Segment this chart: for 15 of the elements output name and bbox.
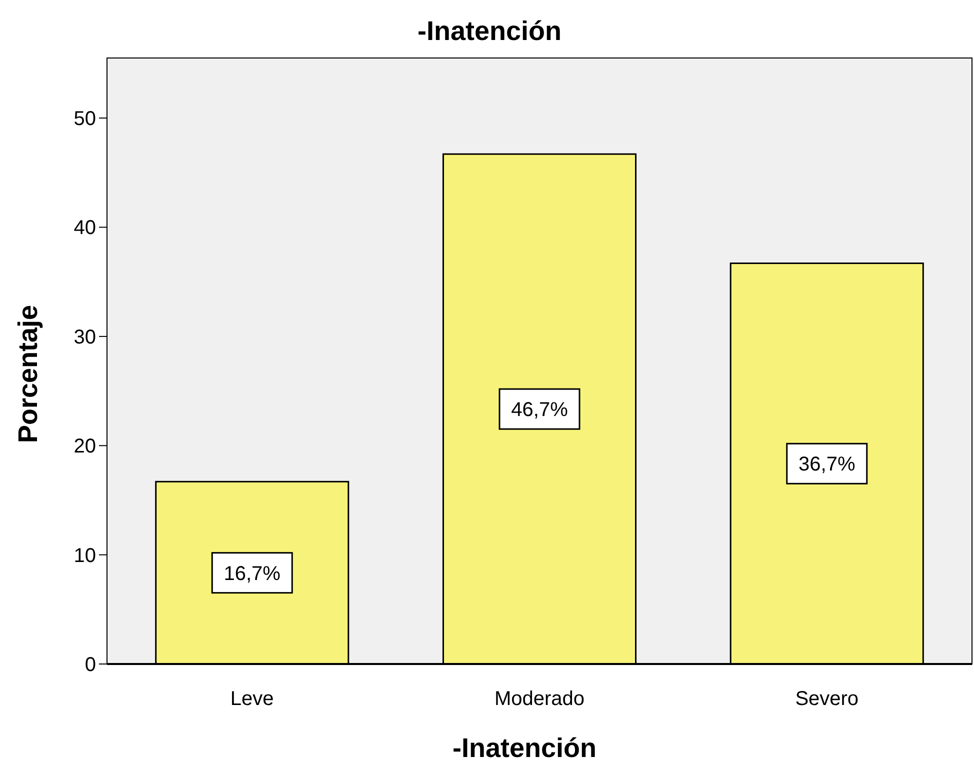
y-tick-label: 10 bbox=[74, 544, 96, 567]
y-axis-title: Porcentaje bbox=[13, 304, 43, 444]
x-tick-label: Severo bbox=[795, 688, 859, 710]
data-label: 36,7% bbox=[798, 454, 856, 476]
y-tick-label: 20 bbox=[74, 436, 96, 458]
y-tick-label: 30 bbox=[74, 326, 96, 348]
y-tick-label: 40 bbox=[74, 217, 96, 240]
chart-title: -Inatención bbox=[417, 16, 562, 46]
data-label: 16,7% bbox=[224, 562, 281, 585]
x-tick-label: Moderado bbox=[494, 688, 585, 710]
x-axis-title: -Inatención bbox=[452, 733, 597, 763]
x-tick-label: Leve bbox=[230, 688, 274, 710]
y-tick-label: 0 bbox=[84, 654, 96, 676]
y-tick-label: 50 bbox=[74, 108, 96, 130]
data-label: 46,7% bbox=[511, 399, 568, 422]
